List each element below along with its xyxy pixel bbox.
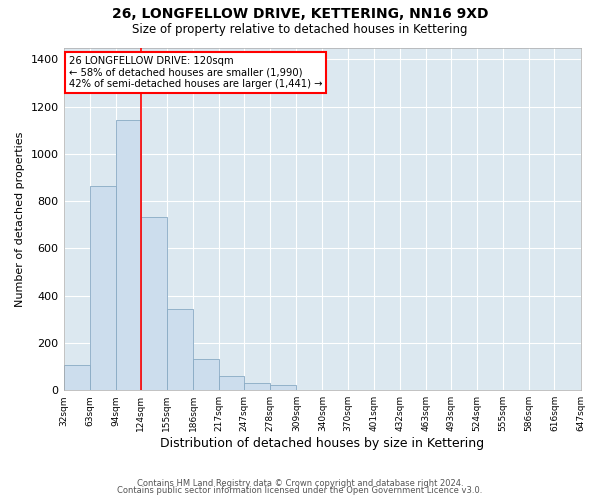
Text: 26, LONGFELLOW DRIVE, KETTERING, NN16 9XD: 26, LONGFELLOW DRIVE, KETTERING, NN16 9X… bbox=[112, 8, 488, 22]
Bar bbox=[244, 382, 271, 390]
Y-axis label: Number of detached properties: Number of detached properties bbox=[15, 131, 25, 306]
Text: Contains HM Land Registry data © Crown copyright and database right 2024.: Contains HM Land Registry data © Crown c… bbox=[137, 478, 463, 488]
Bar bbox=[219, 376, 244, 390]
Text: Contains public sector information licensed under the Open Government Licence v3: Contains public sector information licen… bbox=[118, 486, 482, 495]
Bar bbox=[271, 386, 296, 390]
Text: Size of property relative to detached houses in Kettering: Size of property relative to detached ho… bbox=[132, 22, 468, 36]
Bar bbox=[193, 360, 219, 390]
Bar bbox=[167, 309, 193, 390]
X-axis label: Distribution of detached houses by size in Kettering: Distribution of detached houses by size … bbox=[160, 437, 484, 450]
Bar bbox=[141, 217, 167, 390]
Bar bbox=[116, 120, 141, 390]
Text: 26 LONGFELLOW DRIVE: 120sqm
← 58% of detached houses are smaller (1,990)
42% of : 26 LONGFELLOW DRIVE: 120sqm ← 58% of det… bbox=[69, 56, 322, 90]
Bar bbox=[89, 186, 116, 390]
Bar bbox=[64, 365, 89, 390]
